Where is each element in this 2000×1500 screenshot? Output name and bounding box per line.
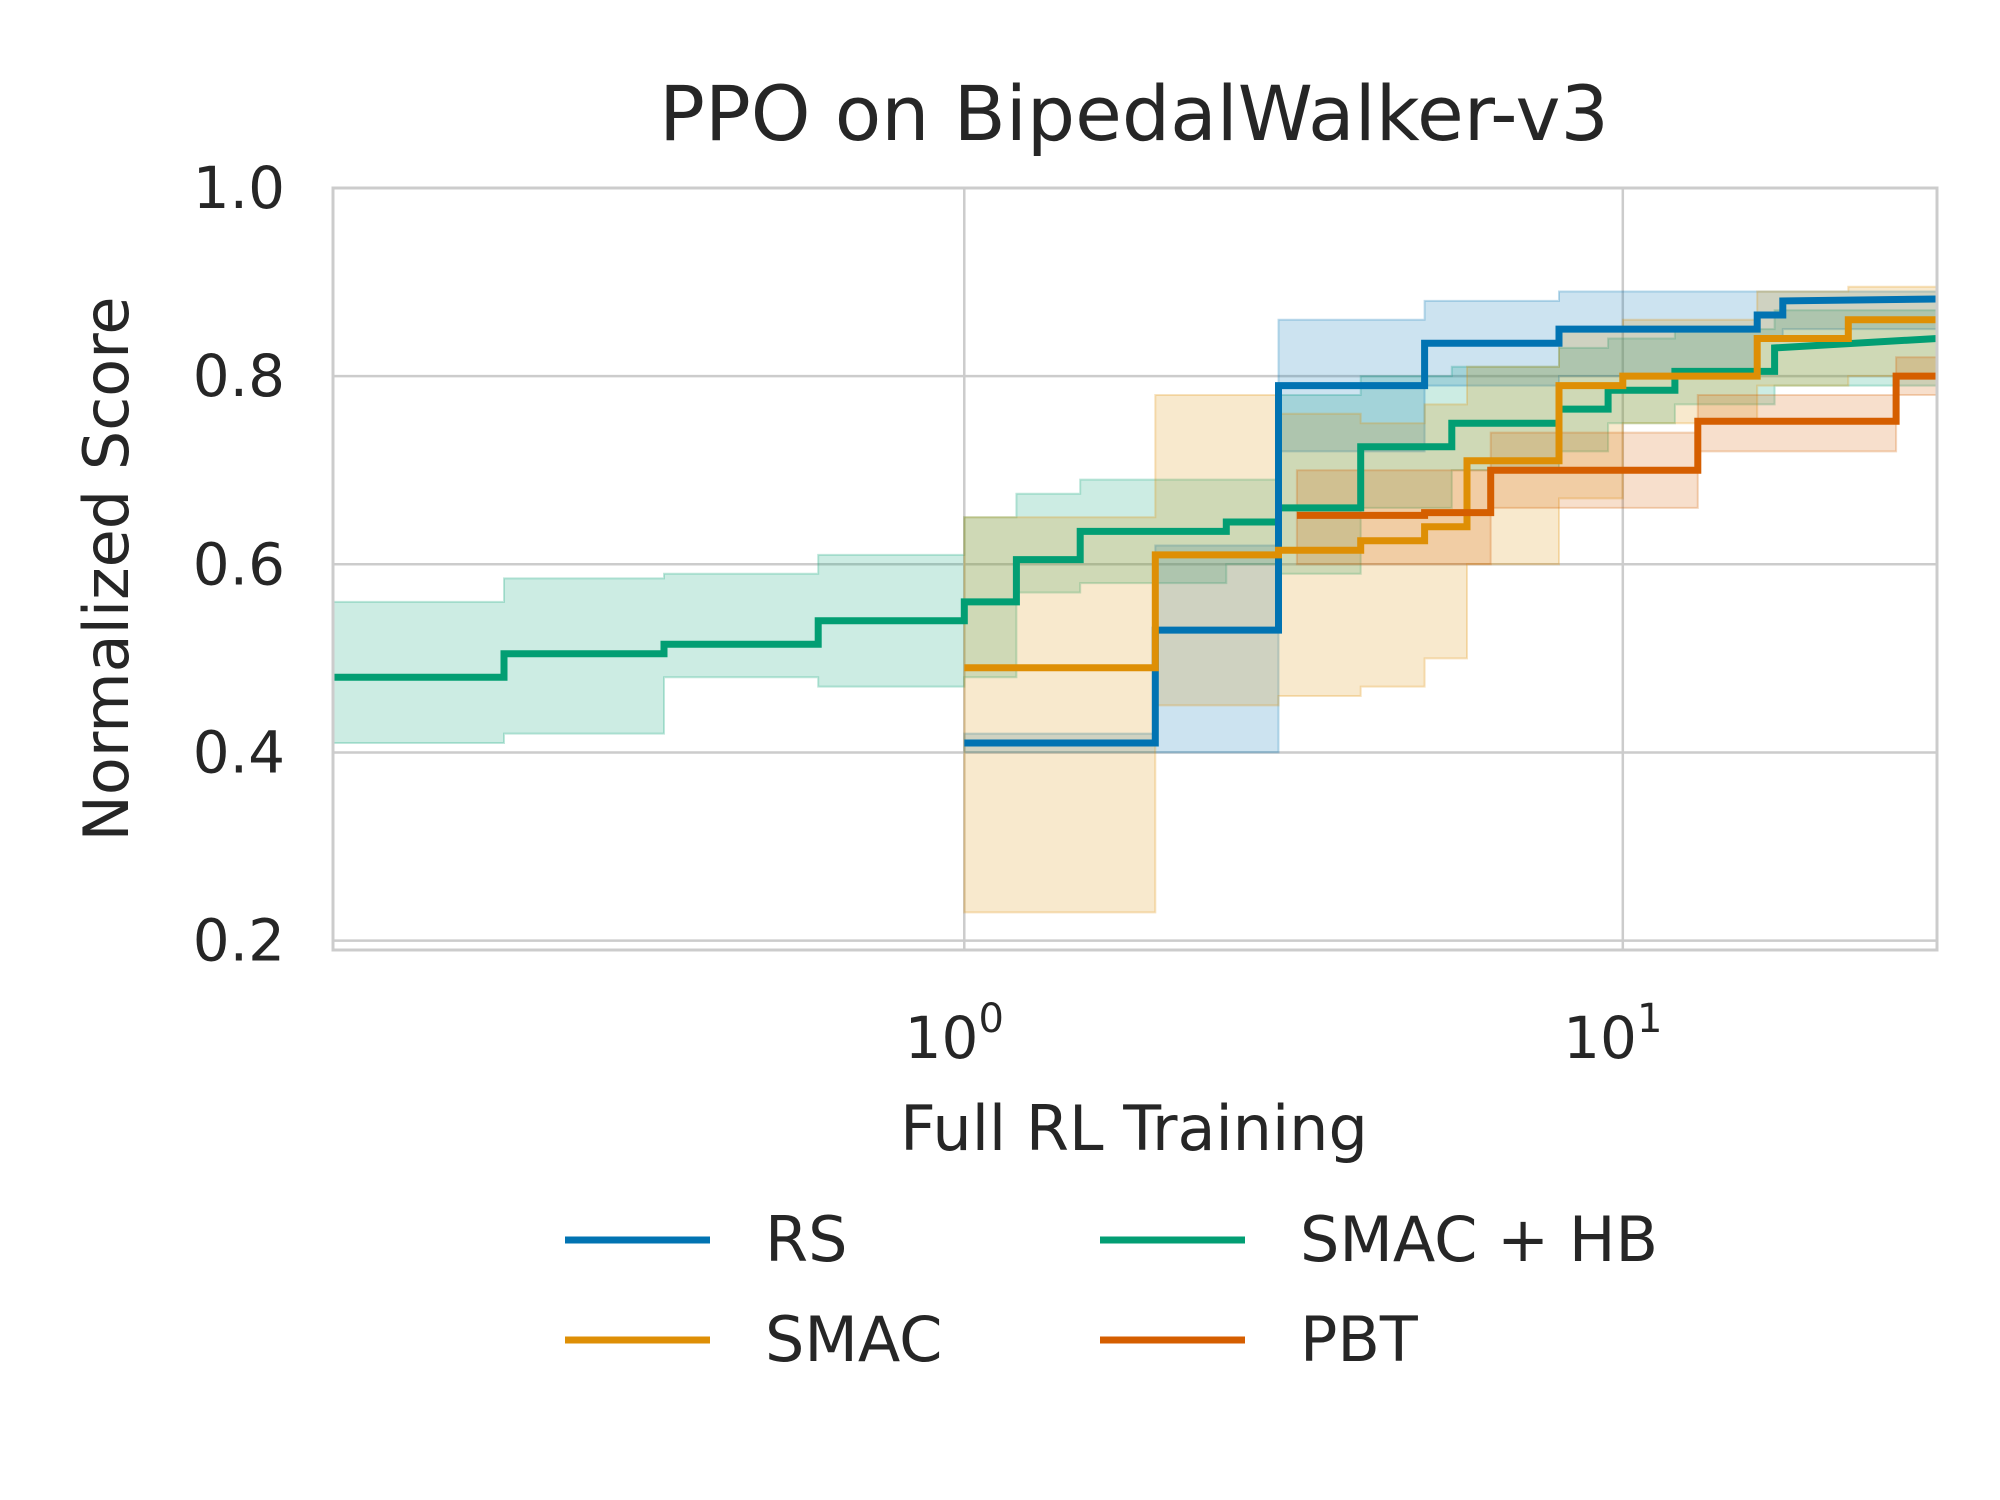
x-tick-labels: 100 101	[905, 996, 1663, 1072]
x-tick-label: 101	[1563, 996, 1662, 1072]
legend: RS SMAC SMAC + HB PBT	[565, 1203, 1658, 1376]
band-smac-hb	[332, 309, 1938, 744]
confidence-bands	[332, 285, 1938, 914]
y-tick-label: 0.6	[193, 530, 285, 598]
legend-label-smac-hb: SMAC + HB	[1300, 1203, 1658, 1276]
y-tick-label: 0.8	[193, 342, 285, 410]
line-pbt	[1296, 372, 1937, 519]
x-tick-label: 100	[905, 996, 1004, 1072]
y-tick-label: 0.4	[193, 718, 285, 786]
y-tick-labels: 0.2 0.4 0.6 0.8 1.0	[193, 154, 285, 975]
chart-title: PPO on BipedalWalker-v3	[659, 69, 1609, 158]
band-rs	[963, 290, 1938, 754]
legend-label-pbt: PBT	[1300, 1303, 1419, 1376]
line-smac-hb	[333, 335, 1938, 681]
x-axis-label: Full RL Training	[900, 1092, 1368, 1165]
legend-label-rs: RS	[765, 1203, 847, 1276]
legend-label-smac: SMAC	[765, 1303, 942, 1376]
grid	[333, 186, 1937, 950]
line-smac	[964, 316, 1937, 672]
plot-frame	[331, 186, 1939, 952]
y-axis-label: Normalized Score	[70, 297, 143, 842]
series-lines	[333, 295, 1938, 747]
y-tick-label: 1.0	[193, 154, 285, 222]
line-rs	[964, 295, 1938, 747]
y-tick-label: 0.2	[193, 907, 285, 975]
